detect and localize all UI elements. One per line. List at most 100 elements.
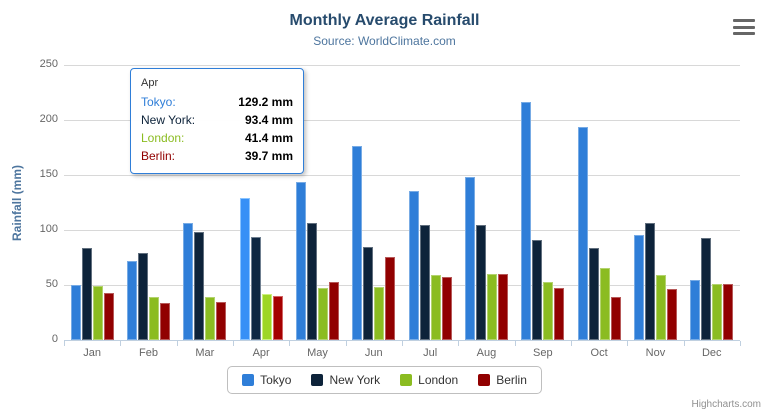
bar-london-jan[interactable] [92,286,103,340]
bar-new-york-mar[interactable] [194,231,205,340]
export-menu-hamburger-icon[interactable] [733,18,755,36]
x-axis-tick [120,341,122,346]
bar-group-nov [627,65,683,340]
plot-area [64,65,741,346]
bar-berlin-apr[interactable] [272,296,283,340]
x-axis-tick [458,341,460,346]
legend-item-berlin[interactable]: Berlin [478,373,527,387]
bar-new-york-dec[interactable] [701,238,712,340]
bar-tokyo-feb[interactable] [126,261,137,340]
bar-group-jul [402,65,458,340]
bar-group-feb [120,65,176,340]
x-tick-label-dec: Dec [701,347,722,359]
bar-group-dec [684,65,740,340]
bar-new-york-oct[interactable] [588,248,599,340]
legend-symbol-icon [242,374,255,386]
bar-tokyo-may[interactable] [295,181,306,340]
bar-group-apr [233,65,289,340]
bar-group-jan [64,65,120,340]
bar-new-york-aug[interactable] [475,225,486,340]
bar-london-may[interactable] [317,288,328,340]
x-axis-tick [64,341,65,346]
bar-new-york-may[interactable] [306,223,317,340]
bar-london-sep[interactable] [543,282,554,340]
y-tick-label-50: 50 [45,278,58,290]
bar-berlin-aug[interactable] [497,273,508,340]
x-tick-label-nov: Nov [645,347,666,359]
bar-tokyo-jan[interactable] [70,285,81,340]
x-axis-tick [627,341,629,346]
bar-new-york-nov[interactable] [644,222,655,340]
bar-london-oct[interactable] [599,268,610,340]
gridline-150 [64,175,740,176]
x-axis-tick [402,341,403,346]
bars-layer [64,65,740,340]
tooltip-series-label: New York: [141,113,196,127]
x-tick-label-jun: Jun [364,347,383,359]
legend-label: London [418,373,459,387]
x-tick-label-feb: Feb [139,347,158,359]
y-tick-label-100: 100 [39,223,58,235]
bar-berlin-jan[interactable] [103,293,114,340]
hamburger-line [733,25,755,29]
bar-group-mar [177,65,233,340]
x-axis-tick [571,341,572,346]
bar-tokyo-apr[interactable] [239,197,250,340]
bar-berlin-jun[interactable] [385,256,396,340]
x-axis-tick [176,341,178,346]
legend-item-new-york[interactable]: New York [311,373,380,387]
x-tick-label-aug: Aug [476,347,497,359]
tooltip-rows: Tokyo: 129.2 mm New York: 93.4 mm London: 41.… [141,93,293,165]
bar-new-york-feb[interactable] [137,253,148,340]
legend-symbol-icon [400,374,413,386]
x-tick-label-may: May [307,347,328,359]
bar-london-nov[interactable] [655,274,666,340]
bar-new-york-apr[interactable] [250,237,261,340]
bar-london-jul[interactable] [430,275,441,340]
bar-new-york-jan[interactable] [81,248,92,340]
y-tick-label-200: 200 [39,113,58,125]
legend-item-tokyo[interactable]: Tokyo [242,373,291,387]
bar-berlin-feb[interactable] [159,303,170,340]
tooltip-row: Berlin: 39.7 mm [141,147,293,165]
bar-new-york-jul[interactable] [419,224,430,340]
bar-new-york-jun[interactable] [363,247,374,340]
bar-tokyo-nov[interactable] [633,234,644,340]
bar-london-mar[interactable] [205,296,216,340]
bar-london-aug[interactable] [486,274,497,340]
bar-tokyo-dec[interactable] [690,280,701,340]
bar-london-dec[interactable] [712,283,723,340]
bar-london-apr[interactable] [261,294,272,340]
bar-berlin-sep[interactable] [554,287,565,340]
gridline-50 [64,285,740,286]
legend-item-london[interactable]: London [400,373,458,387]
bar-berlin-oct[interactable] [610,297,621,340]
credits-link[interactable]: Highcharts.com [691,399,761,410]
bar-tokyo-aug[interactable] [464,176,475,340]
bar-group-jun [346,65,402,340]
tooltip-row: Tokyo: 129.2 mm [141,93,293,111]
bar-tokyo-jul[interactable] [408,190,419,340]
tooltip-series-label: Berlin: [141,149,176,163]
bar-tokyo-mar[interactable] [183,222,194,340]
bar-tokyo-jun[interactable] [352,146,363,340]
chart-subtitle: Source: WorldClimate.com [313,34,456,48]
bar-new-york-sep[interactable] [532,239,543,340]
tooltip: Apr Tokyo: 129.2 mm New York: 93.4 mm London… [130,68,304,174]
x-axis-line [64,340,740,341]
bar-tokyo-sep[interactable] [521,101,532,340]
bar-berlin-nov[interactable] [666,288,677,340]
bar-tokyo-oct[interactable] [577,126,588,340]
bar-berlin-jul[interactable] [441,276,452,340]
tooltip-series-label: London: [141,131,185,145]
bar-london-jun[interactable] [374,286,385,340]
legend-symbol-icon [478,374,491,386]
bar-london-feb[interactable] [148,297,159,340]
bar-berlin-mar[interactable] [216,302,227,340]
x-axis-tick [740,341,741,346]
bar-berlin-dec[interactable] [723,283,734,340]
gridline-250 [64,65,740,66]
bar-berlin-may[interactable] [328,282,339,340]
x-tick-label-mar: Mar [195,347,215,359]
